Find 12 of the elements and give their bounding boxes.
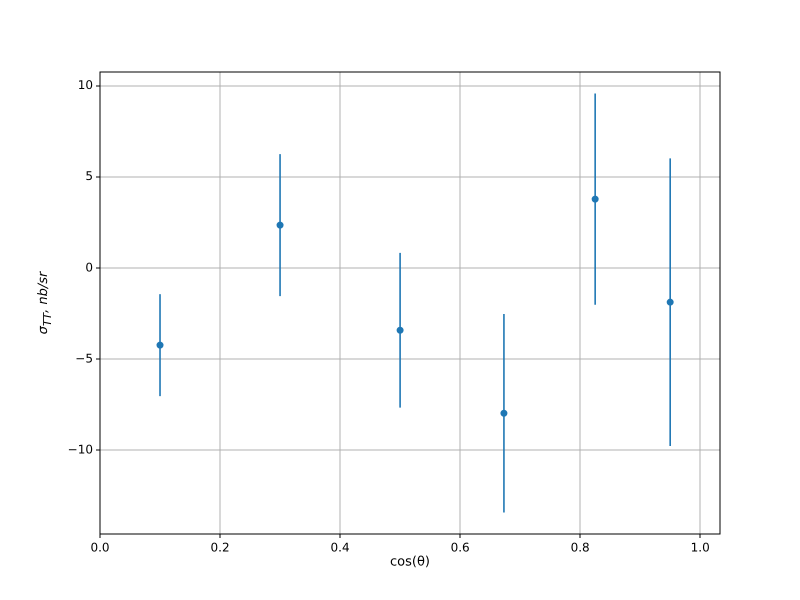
x-tick-label: 0.2	[210, 540, 230, 554]
x-tick-label: 0.6	[450, 540, 470, 554]
y-tick-label: 0	[85, 260, 93, 274]
y-tick-label: 10	[78, 78, 93, 92]
x-tick-label: 0.4	[330, 540, 350, 554]
x-tick-label: 1.0	[690, 540, 710, 554]
x-tick-label: 0.0	[90, 540, 110, 554]
y-tick-label: −10	[68, 442, 93, 456]
x-tick-label: 0.8	[570, 540, 590, 554]
y-tick-label: 5	[85, 169, 93, 184]
x-axis-title: cos(θ)	[390, 554, 430, 570]
y-tick-label: −5	[75, 351, 93, 366]
